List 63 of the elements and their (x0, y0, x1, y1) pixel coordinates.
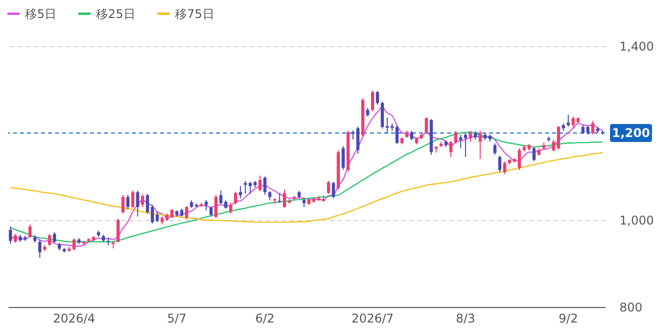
y-tick-label: 1,000 (620, 214, 654, 228)
candlestick (258, 175, 262, 192)
candlestick (238, 186, 242, 199)
candlestick (210, 206, 213, 218)
candlestick (282, 189, 286, 208)
x-tick-label: 2026/4 (52, 312, 96, 326)
candlestick (48, 233, 52, 247)
candlestick (498, 155, 502, 173)
candlestick (591, 120, 594, 136)
candlestick (493, 142, 496, 156)
x-tick-label: 2026/7 (351, 312, 394, 326)
x-tick-label: 9/2 (558, 312, 578, 326)
candlestick (116, 218, 120, 244)
candlestick (464, 132, 468, 158)
y-tick-label: 800 (620, 300, 642, 314)
candlestick (424, 116, 428, 134)
line-series (10, 132, 604, 242)
y-tick-label: 1,400 (620, 40, 654, 54)
candlestick (556, 126, 560, 150)
candlestick (449, 140, 452, 158)
candlestick (52, 232, 56, 244)
candlestick (351, 130, 355, 140)
candlestick (28, 224, 32, 238)
x-tick-label: 5/7 (167, 312, 186, 326)
candlestick (146, 193, 150, 214)
candlestick (566, 114, 570, 127)
candlestick (72, 238, 76, 251)
candlestick (395, 126, 399, 144)
candlestick (356, 126, 360, 154)
candlestick (121, 194, 125, 214)
candlestick (342, 146, 345, 170)
candlestick (126, 194, 130, 210)
legend-label: 移25日 (96, 6, 136, 21)
legend-label: 移75日 (175, 6, 214, 21)
candlestick (503, 160, 506, 175)
candlestick (376, 90, 380, 106)
candlestick (532, 146, 536, 162)
candlestick (468, 130, 472, 142)
x-tick-label: 8/3 (456, 312, 476, 326)
candlestick (263, 176, 266, 196)
candlestick (214, 194, 218, 218)
candlestick (204, 199, 208, 211)
candlestick (552, 139, 556, 152)
candlestick (234, 191, 238, 205)
legend-label: 移5日 (25, 6, 57, 21)
candlestick (268, 190, 272, 201)
candlestick (229, 202, 232, 214)
candlestick (136, 190, 140, 218)
candlestick (454, 130, 458, 144)
candlestick (410, 130, 414, 140)
candlestick (459, 134, 462, 149)
candlestick (185, 206, 188, 220)
candlestick (370, 90, 374, 112)
candlestick (332, 181, 335, 199)
ref-line-label: 1,200 (612, 126, 650, 140)
x-tick-label: 6/2 (255, 312, 275, 326)
candlestick (141, 193, 144, 208)
candlestick (326, 180, 330, 194)
candlestick (8, 226, 12, 244)
candlestick (38, 239, 42, 258)
candlestick (131, 190, 134, 208)
candlestick (518, 148, 521, 170)
candlestick (478, 130, 482, 160)
